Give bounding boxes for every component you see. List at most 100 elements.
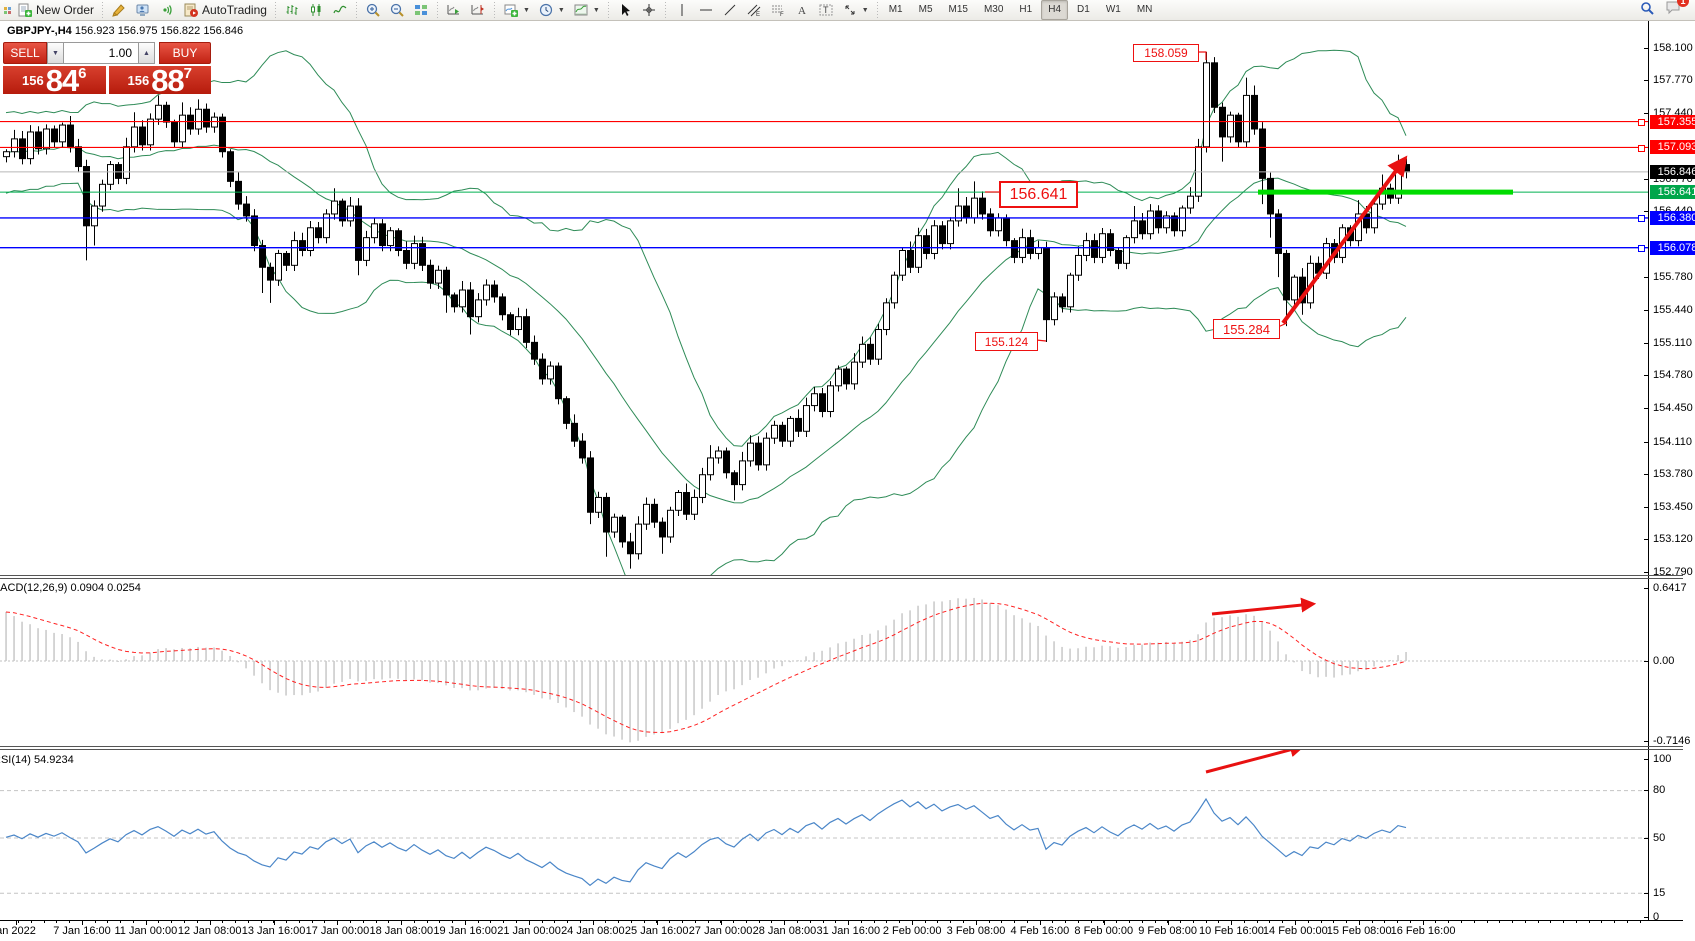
price-tick-label[interactable]: 155.780 — [1653, 270, 1693, 283]
rsi-pane[interactable] — [0, 750, 1648, 919]
buy-button[interactable]: BUY — [159, 42, 211, 64]
price-tick-label[interactable]: 153.120 — [1653, 533, 1693, 546]
candlestick-chart-button[interactable] — [304, 0, 328, 20]
price-tick-label[interactable]: 154.450 — [1653, 402, 1693, 415]
time-label[interactable]: 13 Jan 16:00 — [241, 925, 306, 937]
text-button[interactable]: A — [790, 0, 814, 20]
time-label[interactable]: 2 Feb 00:00 — [882, 925, 942, 937]
timeframe-button-w1[interactable]: W1 — [1105, 4, 1121, 15]
price-tick-label[interactable]: 154.780 — [1653, 369, 1693, 382]
line-drag-handle[interactable] — [1638, 144, 1645, 152]
price-line-label-156.078[interactable]: 156.078 — [1650, 240, 1695, 255]
price-tick-label[interactable]: 152.790 — [1653, 566, 1693, 579]
rsi-scale-label[interactable]: 100 — [1653, 752, 1672, 765]
chat-button[interactable]: 1 — [1665, 0, 1689, 20]
volume-input[interactable] — [64, 42, 138, 64]
rsi-scale-label[interactable]: 0 — [1653, 910, 1660, 923]
metaeditor-button[interactable] — [107, 0, 131, 20]
new-order-button[interactable]: New Order — [13, 0, 98, 20]
crosshair-button[interactable] — [637, 0, 661, 20]
price-line-label-156.846[interactable]: 156.846 — [1650, 164, 1695, 179]
tile-windows-button[interactable] — [409, 0, 433, 20]
cursor-button[interactable] — [613, 0, 637, 20]
time-label[interactable]: 4 Feb 16:00 — [1010, 925, 1070, 937]
auto-scroll-button[interactable] — [442, 0, 466, 20]
trendline-button[interactable] — [718, 0, 742, 20]
price-tick-label[interactable]: 155.110 — [1653, 336, 1692, 349]
time-label[interactable]: 19 Jan 16:00 — [433, 925, 497, 937]
volume-decrease-button[interactable]: ▼ — [47, 42, 64, 64]
time-label[interactable]: 24 Jan 08:00 — [561, 925, 625, 937]
price-line-label-156.641[interactable]: 156.641 — [1650, 185, 1695, 200]
autotrading-button[interactable]: AutoTrading — [179, 0, 271, 20]
expert-advisors-button[interactable] — [131, 0, 155, 20]
time-label[interactable]: 25 Jan 16:00 — [624, 925, 689, 937]
time-label[interactable]: 28 Jan 08:00 — [752, 925, 817, 937]
time-label[interactable]: 17 Jan 00:00 — [305, 925, 370, 937]
line-drag-handle[interactable] — [1638, 245, 1645, 253]
time-label[interactable]: 18 Jan 08:00 — [369, 925, 434, 937]
time-label[interactable]: an 2022 — [0, 925, 36, 937]
time-label[interactable]: 9 Feb 08:00 — [1138, 925, 1197, 937]
volume-increase-button[interactable]: ▲ — [138, 42, 155, 64]
price-annotation-156641[interactable]: 156.641 — [999, 181, 1078, 208]
time-label[interactable]: 16 Feb 16:00 — [1390, 925, 1456, 937]
main-chart-pane[interactable] — [0, 21, 1648, 575]
time-label[interactable]: 14 Feb 00:00 — [1262, 925, 1328, 937]
time-label[interactable]: 27 Jan 00:00 — [688, 925, 753, 937]
timeframe-button-m1[interactable]: M1 — [888, 4, 903, 15]
zoom-out-button[interactable] — [385, 0, 409, 20]
bar-chart-button[interactable] — [280, 0, 304, 20]
indicators-button[interactable]: ▼ — [499, 0, 534, 20]
macd-scale-min[interactable]: -0.7146 — [1653, 735, 1691, 747]
rsi-scale-label[interactable]: 50 — [1653, 831, 1666, 844]
price-tick-label[interactable]: 155.440 — [1653, 304, 1693, 317]
sell-price-display[interactable]: 156 84 6 — [3, 66, 106, 94]
horizontal-line-button[interactable] — [694, 0, 718, 20]
price-line-label-157.093[interactable]: 157.093 — [1650, 140, 1695, 155]
time-label[interactable]: 10 Feb 16:00 — [1199, 925, 1264, 937]
timeframe-button-m30[interactable]: M30 — [983, 4, 1004, 15]
price-tick-label[interactable]: 154.110 — [1653, 435, 1692, 448]
signals-button[interactable] — [155, 0, 179, 20]
line-chart-button[interactable] — [328, 0, 352, 20]
search-icon[interactable] — [1639, 0, 1655, 21]
pane-separator[interactable] — [0, 746, 1683, 747]
price-tick-label[interactable]: 153.450 — [1653, 500, 1693, 513]
timeframe-button-m15[interactable]: M15 — [948, 4, 968, 15]
time-label[interactable]: 12 Jan 08:00 — [177, 925, 242, 937]
macd-scale-zero[interactable]: 0.00 — [1653, 655, 1675, 667]
chart-shift-button[interactable] — [466, 0, 490, 20]
arrows-button[interactable]: ▼ — [838, 0, 873, 20]
templates-button[interactable]: ▼ — [569, 0, 604, 20]
price-annotation-155284[interactable]: 155.284 — [1213, 319, 1280, 339]
rsi-scale-label[interactable]: 15 — [1653, 886, 1666, 899]
price-annotation-155124[interactable]: 155.124 — [975, 332, 1038, 351]
equidistant-channel-button[interactable]: E — [742, 0, 766, 20]
price-annotation-158059[interactable]: 158.059 — [1133, 44, 1199, 62]
timeframe-button-h4[interactable]: H4 — [1041, 0, 1069, 20]
timeframe-button-m5[interactable]: M5 — [918, 4, 933, 15]
pane-separator[interactable] — [0, 575, 1683, 576]
rsi-scale-label[interactable]: 80 — [1653, 784, 1666, 797]
price-tick-label[interactable]: 158.100 — [1653, 41, 1693, 54]
sell-button[interactable]: SELL — [3, 42, 47, 64]
time-label[interactable]: 21 Jan 00:00 — [497, 925, 561, 937]
price-line-label-157.355[interactable]: 157.355 — [1650, 114, 1695, 129]
zoom-in-button[interactable] — [361, 0, 385, 20]
time-label[interactable]: 7 Jan 16:00 — [53, 925, 111, 937]
line-drag-handle[interactable] — [1638, 215, 1645, 223]
time-label[interactable]: 3 Feb 08:00 — [946, 925, 1006, 937]
time-label[interactable]: 8 Feb 00:00 — [1074, 925, 1134, 937]
time-label[interactable]: 11 Jan 00:00 — [114, 925, 178, 937]
price-tick-label[interactable]: 153.780 — [1653, 468, 1693, 481]
time-label[interactable]: 31 Jan 16:00 — [816, 925, 881, 937]
timeframe-button-d1[interactable]: D1 — [1077, 4, 1090, 15]
price-tick-label[interactable]: 157.770 — [1653, 74, 1693, 87]
buy-price-display[interactable]: 156 88 7 — [108, 66, 211, 94]
line-drag-handle[interactable] — [1638, 119, 1645, 127]
timeframe-button-h1[interactable]: H1 — [1019, 4, 1033, 15]
time-label[interactable]: 15 Feb 08:00 — [1326, 925, 1392, 937]
text-label-button[interactable]: T — [814, 0, 838, 20]
periods-button[interactable]: ▼ — [534, 0, 569, 20]
